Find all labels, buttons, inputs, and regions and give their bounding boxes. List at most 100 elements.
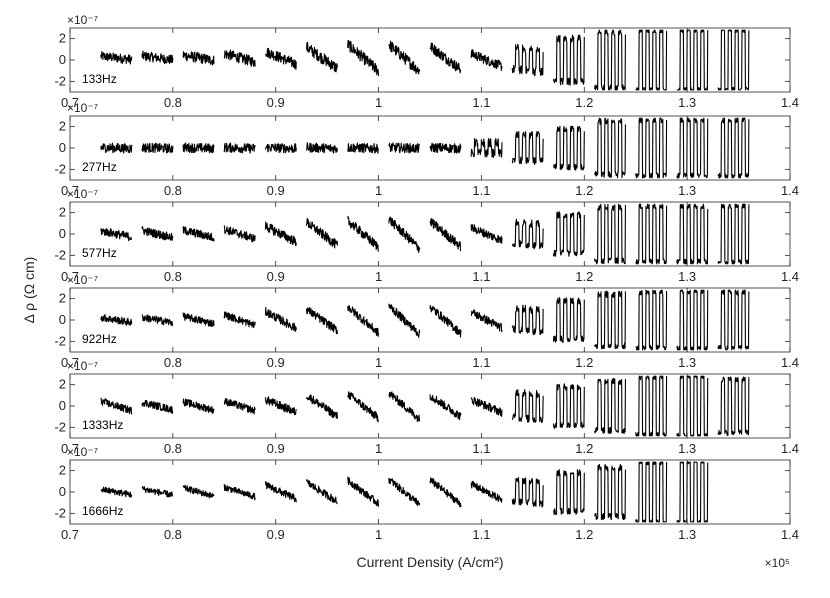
x-tick-label: 0.8 — [164, 527, 182, 542]
y-tick-label: -2 — [54, 333, 66, 348]
x-tick-label: 1.3 — [678, 355, 696, 370]
data-trace — [429, 394, 462, 421]
data-trace — [347, 142, 380, 154]
y-tick-label: 2 — [59, 119, 66, 134]
data-trace — [264, 306, 297, 332]
data-trace — [141, 485, 174, 498]
x-tick-label: 1.3 — [678, 95, 696, 110]
x-tick-label: 0.8 — [164, 441, 182, 456]
data-trace — [429, 42, 462, 74]
x-tick-label: 1.1 — [472, 183, 490, 198]
data-trace — [100, 313, 133, 326]
x-tick-label: 1.3 — [678, 527, 696, 542]
x-tick-label: 0.8 — [164, 355, 182, 370]
x-tick-label: 1.4 — [781, 441, 799, 456]
data-trace — [100, 51, 133, 65]
y-axis-exponent: ×10⁻⁷ — [67, 101, 98, 115]
data-trace — [100, 228, 133, 242]
data-trace — [511, 43, 544, 77]
data-trace — [511, 304, 544, 336]
data-trace — [306, 306, 338, 335]
data-trace — [182, 484, 215, 499]
data-trace — [552, 383, 585, 429]
data-trace — [635, 375, 668, 437]
x-tick-label: 0.7 — [61, 441, 79, 456]
data-trace — [265, 47, 297, 70]
x-tick-label: 1.2 — [575, 441, 593, 456]
subplot-panel: 2 0 -2 0.7 0.8 0.9 1 1.1 1.2 1.3 1.4 ×10⁻⁷ 922Hz — [54, 273, 799, 370]
x-tick-label: 0.9 — [267, 95, 285, 110]
data-trace — [141, 226, 174, 241]
y-tick-label: 0 — [59, 226, 66, 241]
x-axis-label: Current Density (A/cm²) — [356, 554, 503, 570]
x-tick-label: 1.4 — [781, 95, 799, 110]
y-tick-label: -2 — [54, 419, 66, 434]
x-tick-label: 1.1 — [472, 269, 490, 284]
x-tick-label: 1.2 — [575, 355, 593, 370]
x-tick-label: 0.8 — [164, 95, 182, 110]
x-tick-label: 0.9 — [267, 183, 285, 198]
data-trace — [388, 142, 421, 154]
data-trace — [717, 117, 750, 179]
data-trace — [429, 304, 462, 338]
x-tick-label: 0.9 — [267, 269, 285, 284]
data-trace — [470, 480, 503, 503]
x-tick-label: 0.7 — [61, 183, 79, 198]
data-trace — [141, 314, 174, 327]
x-tick-label: 1 — [375, 269, 382, 284]
data-trace — [717, 29, 750, 91]
data-trace — [594, 29, 626, 91]
data-trace — [676, 289, 709, 351]
data-trace — [552, 297, 585, 343]
y-tick-label: -2 — [54, 505, 66, 520]
data-trace — [511, 218, 544, 250]
y-tick-label: 2 — [59, 463, 66, 478]
data-trace — [511, 477, 544, 508]
data-trace — [429, 218, 462, 252]
data-trace — [635, 29, 668, 91]
data-trace — [100, 142, 133, 154]
data-trace — [182, 398, 215, 414]
data-trace — [717, 289, 750, 351]
data-trace — [676, 117, 709, 179]
y-axis-label: Δ ρ (Ω cm) — [21, 257, 37, 324]
x-tick-label: 1.2 — [575, 269, 593, 284]
x-tick-label: 1.3 — [678, 183, 696, 198]
frequency-label: 922Hz — [82, 332, 117, 346]
y-tick-label: 0 — [59, 312, 66, 327]
data-trace — [676, 375, 709, 437]
x-tick-label: 0.7 — [61, 269, 79, 284]
data-trace — [264, 396, 297, 416]
data-trace — [347, 305, 380, 337]
x-tick-label: 1 — [375, 355, 382, 370]
data-trace — [552, 211, 585, 257]
x-tick-label: 0.7 — [61, 95, 79, 110]
subplot-stack: 2 0 -2 0.7 0.8 0.9 1 1.1 1.2 1.3 1.4 ×10⁻⁷ 133Hz 2 0 -2… — [54, 13, 799, 542]
x-tick-label: 1.3 — [678, 441, 696, 456]
data-trace — [388, 303, 421, 338]
data-trace — [553, 125, 585, 171]
data-trace — [429, 477, 462, 508]
y-axis-exponent: ×10⁻⁷ — [67, 13, 98, 27]
frequency-label: 1333Hz — [82, 418, 123, 432]
data-trace — [306, 478, 338, 505]
x-tick-label: 0.9 — [267, 441, 285, 456]
data-trace — [388, 40, 421, 75]
y-tick-label: 0 — [59, 398, 66, 413]
data-trace — [347, 476, 380, 507]
data-trace — [264, 142, 297, 154]
data-trace — [223, 311, 256, 329]
data-trace — [594, 203, 626, 265]
data-trace — [264, 481, 297, 503]
data-trace — [470, 138, 503, 159]
data-trace — [182, 51, 215, 66]
data-trace — [717, 203, 750, 265]
data-trace — [347, 215, 379, 253]
y-tick-label: 0 — [59, 484, 66, 499]
data-trace — [306, 142, 338, 154]
x-tick-label: 1.3 — [678, 269, 696, 284]
x-tick-label: 1.2 — [575, 95, 593, 110]
x-tick-label: 1 — [375, 441, 382, 456]
x-tick-label: 1 — [375, 95, 382, 110]
